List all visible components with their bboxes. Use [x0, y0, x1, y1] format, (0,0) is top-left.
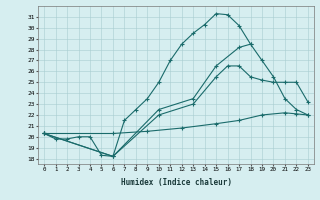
X-axis label: Humidex (Indice chaleur): Humidex (Indice chaleur)	[121, 178, 231, 187]
